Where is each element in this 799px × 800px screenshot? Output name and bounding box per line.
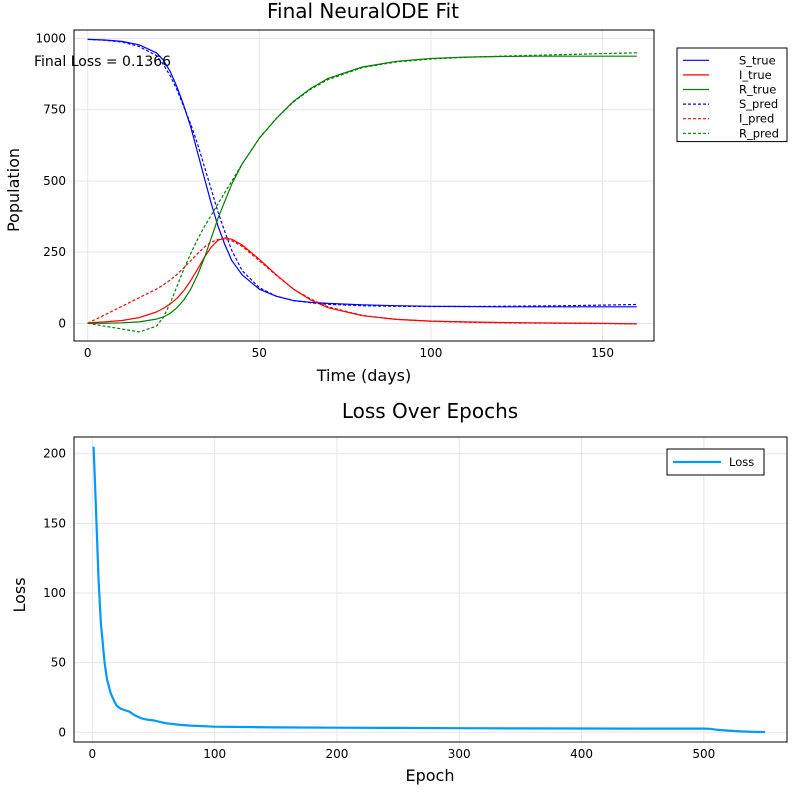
series-lines — [92, 446, 766, 734]
series-line-s-pred — [87, 38, 637, 308]
series-line-r-pred — [87, 52, 637, 333]
legend-entry: S_pred — [739, 97, 778, 111]
series-line-loss — [92, 446, 766, 734]
legend-entry: I_true — [739, 68, 772, 82]
chart-title: Loss Over Epochs — [342, 399, 518, 423]
y-axis-label: Population — [4, 148, 23, 232]
y-tick-label: 750 — [43, 103, 66, 117]
grid — [74, 437, 787, 742]
y-tick-label: 500 — [43, 174, 66, 188]
x-tick-label: 50 — [252, 346, 267, 360]
legend-entry: Loss — [729, 455, 754, 469]
x-tick-label: 400 — [570, 747, 593, 761]
y-tick-label: 200 — [43, 447, 66, 461]
plot-frame — [73, 29, 655, 342]
plot-frame — [73, 436, 788, 743]
legend-entry: R_true — [739, 83, 776, 97]
x-axis-label: Epoch — [406, 766, 455, 785]
x-axis-label: Time (days) — [316, 366, 412, 385]
legend: Loss — [666, 448, 765, 476]
y-tick-label: 1000 — [35, 32, 66, 46]
legend-entry: I_pred — [739, 112, 774, 126]
legend-entry: R_pred — [739, 126, 779, 140]
x-tick-label: 500 — [692, 747, 715, 761]
tick-labels: 0 100 200 300 400 500 0 50 100 150 200 — [43, 447, 715, 761]
chart-title: Final NeuralODE Fit — [267, 0, 459, 23]
y-tick-label: 150 — [43, 516, 66, 530]
loss-chart: Loss Over Epochs 0 100 200 300 400 500 0 50 100 1… — [10, 399, 788, 785]
y-tick-label: 100 — [43, 586, 66, 600]
y-axis-label: Loss — [10, 577, 29, 612]
x-tick-label: 300 — [448, 747, 471, 761]
y-tick-label: 50 — [51, 656, 66, 670]
x-tick-label: 0 — [84, 346, 92, 360]
x-tick-label: 0 — [89, 747, 97, 761]
series-lines — [87, 38, 637, 333]
legend-entry: S_true — [739, 53, 776, 67]
legend-box — [676, 47, 788, 143]
y-tick-label: 0 — [58, 316, 66, 330]
x-tick-label: 100 — [203, 747, 226, 761]
final-loss-annotation: Final Loss = 0.1366 — [34, 54, 171, 70]
x-tick-label: 200 — [325, 747, 348, 761]
y-tick-label: 250 — [43, 245, 66, 259]
grid — [74, 30, 654, 341]
neuralode-fit-chart: Final NeuralODE Fit 0 50 100 150 0 250 500 750 1… — [4, 0, 788, 385]
series-line-i-pred — [87, 238, 637, 325]
x-tick-label: 100 — [419, 346, 442, 360]
y-tick-label: 0 — [58, 725, 66, 739]
tick-labels: 0 50 100 150 0 250 500 750 1000 — [35, 32, 614, 360]
x-tick-label: 150 — [591, 346, 614, 360]
